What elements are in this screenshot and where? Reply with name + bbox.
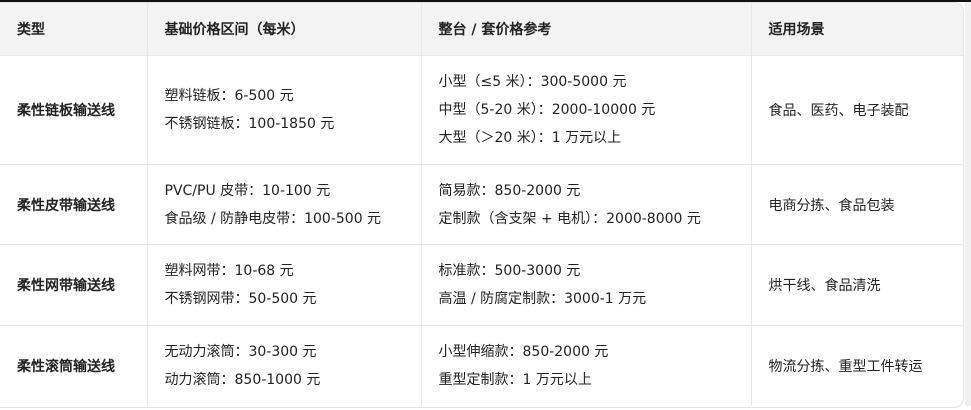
price-line: 塑料网带：10-68 元 xyxy=(164,263,294,279)
price-line: 定制款（含支架 + 电机）：2000-8000 元 xyxy=(438,210,701,227)
table-header-row: 类型 基础价格区间（每米） 整台 / 套价格参考 适用场景 xyxy=(0,3,963,56)
base-price-cell: 无动力滚筒：30-300 元动力滚筒：850-1000 元 xyxy=(147,325,422,406)
price-line: 简易款：850-2000 元 xyxy=(438,182,581,199)
price-line: 重型定制款：1 万元以上 xyxy=(438,371,592,388)
base-price-cell: 塑料网带：10-68 元不锈钢网带：50-500 元 xyxy=(147,244,422,326)
table-row: 柔性滚筒输送线 无动力滚筒：30-300 元动力滚筒：850-1000 元小型伸缩… xyxy=(0,325,963,406)
scene-cell: 食品、医药、电子装配 xyxy=(751,55,963,165)
type-cell: 柔性网带输送线 xyxy=(0,244,148,326)
price-line: 动力滚筒：850-1000 元 xyxy=(164,371,321,388)
unit-price-cell: 标准款：500-3000 元高温 / 防腐定制款：3000-1 万元 xyxy=(421,244,752,326)
price-line: 塑料链板：6-500 元 xyxy=(164,88,294,104)
price-line: 高温 / 防腐定制款：3000-1 万元 xyxy=(438,291,647,307)
price-line: PVC/PU 皮带：10-100 元 xyxy=(164,182,331,199)
header-type: 类型 xyxy=(0,3,148,56)
price-table: 类型 基础价格区间（每米） 整台 / 套价格参考 适用场景 柔性链板输送线 塑料链… xyxy=(0,3,963,406)
type-cell: 柔性链板输送线 xyxy=(0,55,148,165)
price-line: 标准款：500-3000 元 xyxy=(438,263,581,279)
table-row: 柔性网带输送线 塑料网带：10-68 元不锈钢网带：50-500 元标准款：500… xyxy=(0,244,963,326)
base-price-cell: PVC/PU 皮带：10-100 元食品级 / 防静电皮带：100-500 元 xyxy=(147,164,422,245)
table-row: 柔性链板输送线 塑料链板：6-500 元不锈钢链板：100-1850 元小型（≤5… xyxy=(0,55,963,165)
type-cell: 柔性滚筒输送线 xyxy=(0,325,148,406)
top-border xyxy=(0,0,971,2)
price-line: 不锈钢网带：50-500 元 xyxy=(164,291,317,307)
price-line: 不锈钢链板：100-1850 元 xyxy=(164,116,335,132)
price-line: 大型（＞20 米）：1 万元以上 xyxy=(438,130,622,146)
price-line: 中型（5-20 米）：2000-10000 元 xyxy=(438,102,656,118)
header-base-price: 基础价格区间（每米） xyxy=(147,3,422,56)
unit-price-cell: 小型（≤5 米）：300-5000 元中型（5-20 米）：2000-10000… xyxy=(421,55,752,165)
price-line: 小型（≤5 米）：300-5000 元 xyxy=(438,74,627,90)
price-line: 无动力滚筒：30-300 元 xyxy=(164,343,317,360)
unit-price-cell: 小型伸缩款：850-2000 元重型定制款：1 万元以上 xyxy=(421,325,752,406)
price-line: 食品级 / 防静电皮带：100-500 元 xyxy=(164,210,382,227)
scene-cell: 物流分拣、重型工件转运 xyxy=(768,358,923,375)
table-row: 柔性皮带输送线 PVC/PU 皮带：10-100 元食品级 / 防静电皮带：100… xyxy=(0,164,963,245)
scene-cell: 烘干线、食品清洗 xyxy=(751,244,963,326)
header-unit-price: 整台 / 套价格参考 xyxy=(421,3,752,56)
base-price-cell: 塑料链板：6-500 元不锈钢链板：100-1850 元 xyxy=(147,55,422,165)
unit-price-cell: 简易款：850-2000 元定制款（含支架 + 电机）：2000-8000 元 xyxy=(421,164,752,245)
type-cell: 柔性皮带输送线 xyxy=(0,164,148,245)
scrollbar[interactable] xyxy=(965,2,971,406)
scene-cell: 电商分拣、食品包装 xyxy=(751,164,963,245)
header-scene: 适用场景 xyxy=(751,3,963,56)
price-line: 小型伸缩款：850-2000 元 xyxy=(438,343,609,360)
